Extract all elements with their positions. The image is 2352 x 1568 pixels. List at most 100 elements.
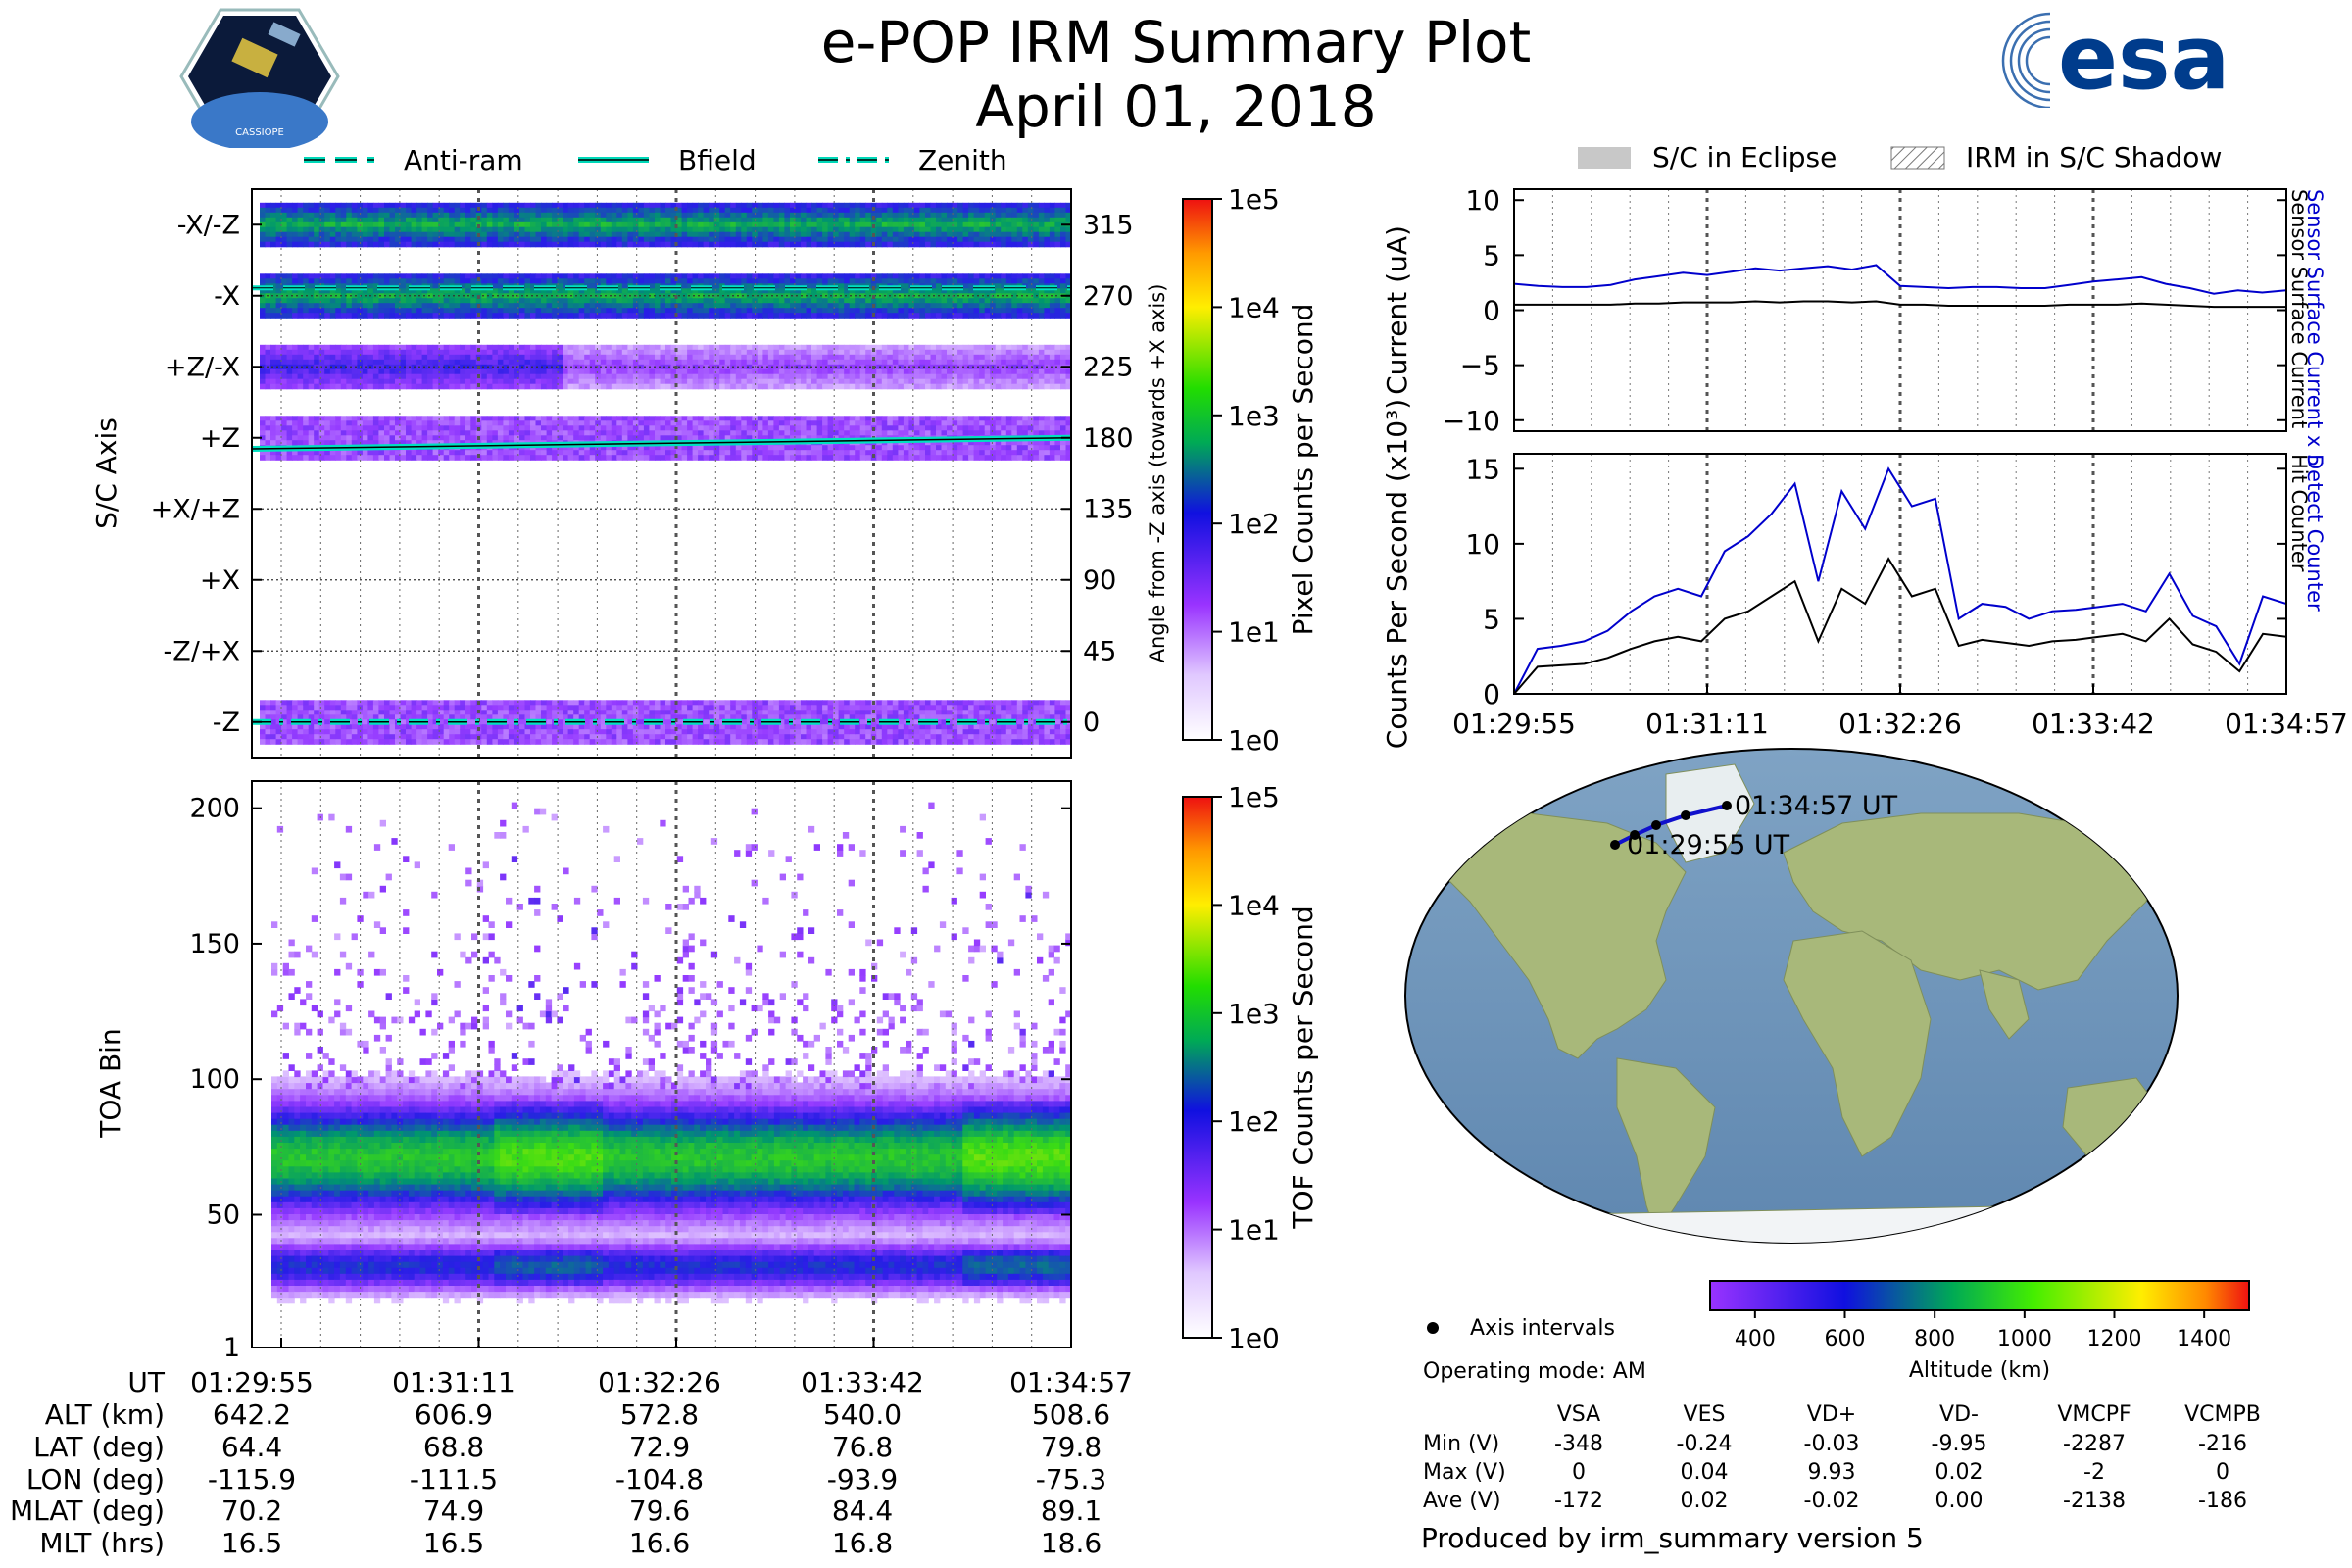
heat-cell <box>979 303 986 309</box>
heat-cell <box>584 298 591 304</box>
heat-cell <box>849 212 856 219</box>
heat-cell <box>406 241 413 248</box>
heat-cell <box>621 416 628 421</box>
heat-cell <box>952 349 958 356</box>
heat-cell <box>297 298 304 304</box>
heat-cell <box>638 368 645 375</box>
heat-cell <box>627 313 634 318</box>
heat-cell <box>1038 273 1045 279</box>
heat-cell <box>1027 364 1034 370</box>
heat-cell <box>968 217 975 223</box>
heat-cell <box>773 368 780 375</box>
heat-cell <box>990 273 997 279</box>
heat-cell <box>816 378 823 385</box>
heat-cell <box>427 221 434 228</box>
heat-cell <box>649 236 656 243</box>
heat-cell <box>746 283 753 289</box>
heat-cell <box>703 298 710 304</box>
heat-cell <box>638 373 645 380</box>
heat-cell <box>709 217 715 223</box>
heat-cell <box>449 378 456 385</box>
heat-cell <box>741 202 748 209</box>
heat-cell <box>595 455 602 461</box>
heat-cell <box>432 283 439 289</box>
heat-cell <box>552 313 559 318</box>
heat-cell <box>784 221 791 228</box>
heat-cell <box>372 273 379 279</box>
heat-cell <box>687 455 694 461</box>
heat-cell <box>443 349 450 356</box>
heat-cell <box>400 455 407 461</box>
heat-cell <box>990 241 997 248</box>
heat-cell <box>1044 298 1051 304</box>
heat-cell <box>346 383 353 390</box>
heat-cell <box>530 283 537 289</box>
heat-cell <box>260 440 267 446</box>
heat-cell <box>589 303 596 309</box>
heat-cell <box>503 298 510 304</box>
heat-cell <box>692 344 699 351</box>
heat-cell <box>730 378 737 385</box>
heat-cell <box>481 364 488 370</box>
heat-cell <box>1011 236 1018 243</box>
heat-cell <box>741 303 748 309</box>
heat-cell <box>481 293 488 299</box>
heat-cell <box>822 236 829 243</box>
heat-cell <box>600 226 607 233</box>
heat-cell <box>773 231 780 238</box>
heat-cell <box>687 430 694 436</box>
heat-cell <box>767 416 774 421</box>
heat-cell <box>481 435 488 441</box>
heat-cell <box>427 288 434 294</box>
heat-cell <box>811 283 818 289</box>
heat-cell <box>655 378 662 385</box>
heat-cell <box>552 354 559 361</box>
heat-cell <box>378 288 385 294</box>
heat-cell <box>757 278 763 284</box>
heat-cell <box>324 202 331 209</box>
heat-cell <box>968 293 975 299</box>
heat-cell <box>762 278 769 284</box>
heat-cell <box>643 207 650 214</box>
heat-cell <box>497 450 504 456</box>
heat-cell <box>454 354 461 361</box>
heat-cell <box>795 241 802 248</box>
heat-cell <box>524 231 531 238</box>
page-date: April 01, 2018 <box>975 74 1377 140</box>
heat-cell <box>335 283 342 289</box>
heat-cell <box>855 378 861 385</box>
heat-cell <box>368 298 374 304</box>
heat-cell <box>627 217 634 223</box>
heat-cell <box>460 368 466 375</box>
heat-cell <box>849 344 856 351</box>
heat-cell <box>881 221 888 228</box>
heat-cell <box>503 416 510 421</box>
heat-cell <box>616 298 623 304</box>
heat-cell <box>400 435 407 441</box>
heat-cell <box>1027 202 1034 209</box>
heat-cell <box>941 354 948 361</box>
heat-cell <box>735 221 742 228</box>
heat-cell <box>627 207 634 214</box>
heat-cell <box>372 455 379 461</box>
heat-cell <box>621 212 628 219</box>
heat-cell <box>1016 378 1023 385</box>
heat-cell <box>655 278 662 284</box>
heat-cell <box>567 241 574 248</box>
heat-cell <box>801 450 808 456</box>
heat-cell <box>421 378 428 385</box>
heat-cell <box>378 420 385 426</box>
heat-cell <box>703 217 710 223</box>
heat-cell <box>1038 373 1045 380</box>
heat-cell <box>530 383 537 390</box>
heat-cell <box>378 313 385 318</box>
heat-cell <box>1054 283 1061 289</box>
heat-cell <box>660 425 666 431</box>
heat-cell <box>941 288 948 294</box>
heat-cell <box>724 450 731 456</box>
heat-cell <box>962 288 969 294</box>
heat-cell <box>947 236 954 243</box>
heat-cell <box>767 425 774 431</box>
heat-cell <box>649 221 656 228</box>
heat-cell <box>801 221 808 228</box>
